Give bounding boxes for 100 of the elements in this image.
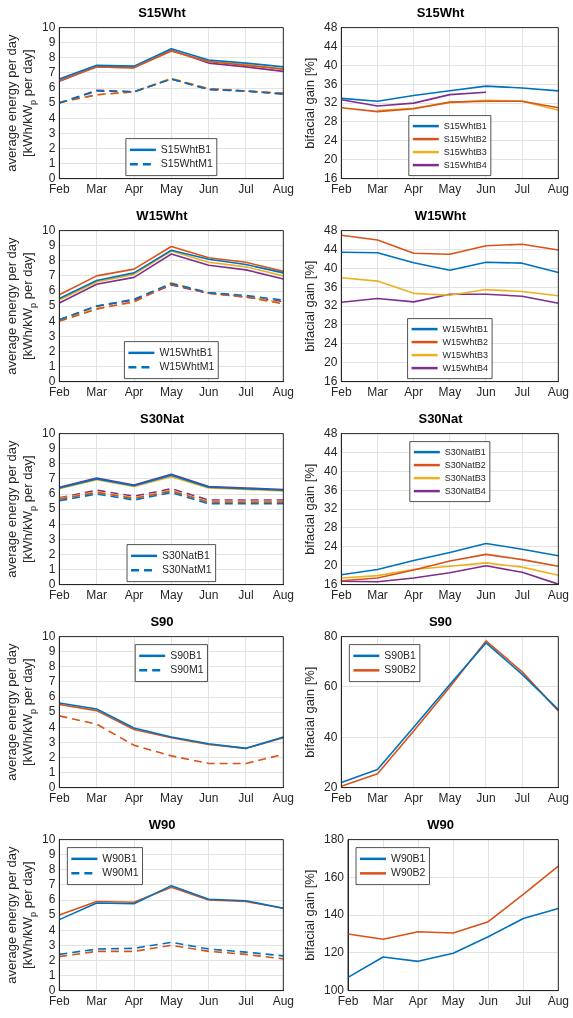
chart-title: S30Nat <box>139 411 185 427</box>
x-tick-label: Mar <box>367 385 388 400</box>
x-tick-label: May <box>438 588 462 603</box>
y-tick-label: 7 <box>48 65 56 80</box>
legend-label: W15WhtB2 <box>442 336 489 347</box>
x-tick-label: Mar <box>372 994 394 1009</box>
y-tick-label: 7 <box>48 877 56 892</box>
x-tick-label: Feb <box>49 182 71 197</box>
x-tick-label: Feb <box>49 385 71 400</box>
y-tick-label: 48 <box>323 425 338 440</box>
x-tick-label: May <box>160 182 183 197</box>
y-tick-label: 32 <box>323 95 338 110</box>
y-tick-label: 36 <box>323 76 338 91</box>
y-tick-label: 32 <box>323 501 338 516</box>
x-tick-label: Mar <box>86 791 108 806</box>
y-tick-label: 0 <box>48 982 56 997</box>
legend-label: S15WhtB2 <box>443 133 487 144</box>
y-tick-label: 3 <box>48 125 56 140</box>
chart-title: S90 <box>428 614 453 630</box>
y-tick-label: 1 <box>48 561 56 576</box>
y-tick-label: 4 <box>48 922 56 937</box>
y-tick-label: 6 <box>48 689 56 704</box>
y-tick-label: 8 <box>48 862 56 877</box>
y-tick-label: 24 <box>323 133 338 148</box>
y-tick-label: 0 <box>48 373 56 388</box>
legend-label: W15WhtB1 <box>159 345 213 358</box>
x-tick-label: May <box>438 791 462 806</box>
x-tick-label: Mar <box>86 588 108 603</box>
y-tick-label: 0 <box>48 170 56 185</box>
x-tick-label: Jun <box>198 588 219 603</box>
y-tick-label: 28 <box>323 114 338 129</box>
x-tick-label: Feb <box>49 791 71 806</box>
x-tick-label: Feb <box>337 994 359 1009</box>
y-tick-label: 7 <box>48 674 56 689</box>
legend-label: W15WhtB4 <box>442 362 489 373</box>
legend-label: S15WhtB1 <box>160 142 212 155</box>
x-tick-label: Apr <box>124 588 144 603</box>
y-tick-label: 20 <box>323 558 338 573</box>
x-tick-label: Apr <box>408 994 428 1009</box>
y-tick-label: 0 <box>48 576 56 591</box>
x-tick-label: Jun <box>476 182 496 197</box>
x-tick-label: Feb <box>331 791 353 806</box>
y-tick-label: 4 <box>48 313 56 328</box>
chart-title: S15Wht <box>138 5 187 21</box>
x-tick-label: Jun <box>198 182 219 197</box>
y-tick-label: 44 <box>323 241 338 256</box>
legend-label: S15WhtB3 <box>443 146 487 157</box>
y-axis-title: bifacial gain [%] <box>302 463 317 555</box>
x-tick-label: Aug <box>547 791 569 806</box>
y-tick-label: 3 <box>48 328 56 343</box>
y-tick-label: 6 <box>48 283 56 298</box>
y-tick-label: 1 <box>48 967 56 982</box>
legend-label: W90B1 <box>391 851 426 864</box>
y-axis-title: bifacial gain [%] <box>302 260 317 352</box>
y-tick-label: 9 <box>48 644 56 659</box>
y-tick-label: 10 <box>41 19 56 34</box>
x-tick-label: Jun <box>198 385 219 400</box>
y-tick-label: 8 <box>48 253 56 268</box>
legend-label: W90M1 <box>102 866 139 879</box>
legend-label: S90M1 <box>170 663 204 676</box>
x-tick-label: Jun <box>476 588 496 603</box>
y-tick-label: 2 <box>48 749 56 764</box>
legend-label: S15WhtB1 <box>443 120 487 131</box>
y-tick-label: 28 <box>323 520 338 535</box>
y-axis-title: bifacial gain [%] <box>302 666 317 758</box>
x-tick-label: Feb <box>331 588 353 603</box>
y-tick-label: 3 <box>48 734 56 749</box>
y-tick-label: 20 <box>323 779 338 794</box>
legend-label: S30NatB4 <box>444 485 486 496</box>
y-tick-label: 80 <box>323 628 338 643</box>
y-tick-label: 5 <box>48 501 56 516</box>
y-tick-label: 40 <box>323 57 338 72</box>
y-axis-title: bifacial gain [%] <box>302 57 317 149</box>
y-tick-label: 60 <box>323 679 338 694</box>
x-tick-label: Mar <box>86 182 108 197</box>
y-tick-label: 9 <box>48 847 56 862</box>
x-tick-label: Aug <box>547 588 569 603</box>
y-tick-label: 2 <box>48 343 56 358</box>
x-tick-label: Apr <box>124 791 144 806</box>
x-tick-label: Apr <box>404 791 424 806</box>
y-tick-label: 36 <box>323 279 338 294</box>
y-tick-label: 120 <box>323 945 345 960</box>
y-tick-label: 5 <box>48 298 56 313</box>
y-tick-label: 2 <box>48 140 56 155</box>
y-tick-label: 5 <box>48 95 56 110</box>
y-tick-label: 0 <box>48 779 56 794</box>
y-tick-label: 24 <box>323 336 338 351</box>
legend-label: S90B2 <box>384 663 417 676</box>
y-tick-label: 2 <box>48 546 56 561</box>
x-tick-label: Aug <box>272 182 294 197</box>
y-tick-label: 4 <box>48 516 56 531</box>
x-tick-label: Jul <box>238 385 254 400</box>
y-tick-label: 10 <box>41 628 56 643</box>
x-tick-label: Jun <box>476 385 496 400</box>
y-tick-label: 100 <box>323 982 345 997</box>
y-tick-label: 6 <box>48 80 56 95</box>
x-tick-label: Mar <box>86 994 108 1009</box>
x-tick-label: Apr <box>124 994 144 1009</box>
y-tick-label: 4 <box>48 719 56 734</box>
x-tick-label: Jun <box>478 994 498 1009</box>
